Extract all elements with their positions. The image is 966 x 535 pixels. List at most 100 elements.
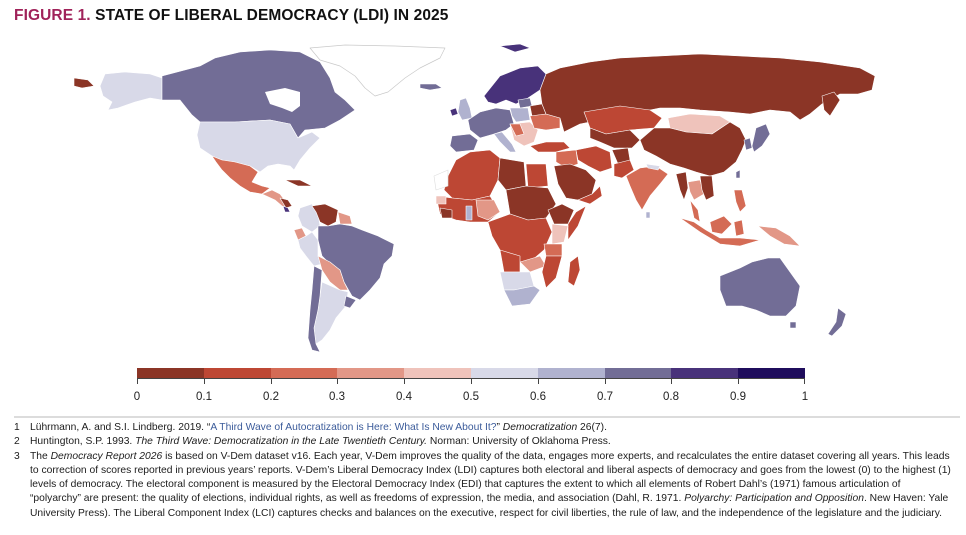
region-papua — [757, 225, 801, 247]
footnote-text: ” — [496, 422, 503, 433]
region-indonesia — [679, 217, 761, 247]
footnote-2: 2 Huntington, S.P. 1993. The Third Wave:… — [14, 435, 954, 449]
legend-tick — [471, 378, 472, 384]
legend-tick — [538, 378, 539, 384]
footnote-report-title: Democracy Report 2026 — [50, 450, 163, 462]
legend-tick-label: 0.8 — [663, 391, 679, 403]
region-iberia — [449, 133, 479, 153]
footnote-link[interactable]: A Third Wave of Autocratization is Here:… — [210, 422, 497, 433]
region-mozambique — [541, 255, 563, 289]
legend-swatch — [604, 368, 672, 378]
region-kazakhstan — [583, 105, 663, 135]
region-indochina — [699, 175, 715, 201]
footnote-divider — [14, 416, 960, 418]
region-alaska — [99, 71, 163, 111]
region-turkey — [529, 141, 571, 153]
region-sulawesi — [733, 219, 745, 237]
legend-tick-label: 0 — [133, 391, 141, 403]
legend-tick-label: 1 — [801, 391, 809, 403]
region-canada — [161, 49, 356, 139]
region-nicaragua — [279, 197, 293, 209]
region-nigeria — [475, 199, 501, 221]
region-borneo — [709, 215, 733, 235]
region-somalia — [567, 205, 587, 241]
figure-title-text: STATE OF LIBERAL DEMOCRACY (LDI) IN 2025 — [95, 7, 449, 24]
region-new-zealand — [827, 307, 847, 337]
region-kenya — [551, 223, 569, 245]
legend-tick — [671, 378, 672, 384]
legend-tick — [804, 378, 805, 384]
region-malaysia — [689, 199, 701, 223]
region-thailand — [687, 179, 705, 201]
figure-title: FIGURE 1. STATE OF LIBERAL DEMOCRACY (LD… — [14, 7, 448, 25]
footnote-book-title: The Third Wave: Democratization in the L… — [135, 436, 428, 448]
footnote-number: 3 — [14, 450, 20, 462]
region-kamchatka — [821, 91, 841, 117]
footnote-1: 1 Lührmann, A. and S.I. Lindberg. 2019. … — [14, 421, 954, 435]
region-svalbard — [499, 43, 531, 53]
region-tanzania — [543, 243, 563, 257]
hudson-bay — [265, 88, 300, 112]
figure-label: FIGURE 1. — [14, 7, 91, 24]
region-north-africa — [443, 149, 501, 201]
legend-tick — [204, 378, 205, 384]
legend-tick — [738, 378, 739, 384]
legend-swatch — [738, 368, 805, 378]
footnote-3: 3 The Democracy Report 2026 is based on … — [14, 450, 954, 521]
legend-tick — [337, 378, 338, 384]
region-senegal — [435, 195, 447, 205]
region-yemen-oman — [577, 185, 603, 205]
region-sri-lanka — [645, 211, 651, 219]
region-greenland — [309, 44, 446, 97]
region-pakistan — [613, 159, 635, 179]
region-taiwan — [735, 169, 741, 179]
region-myanmar — [675, 171, 689, 201]
footnote-text: is based on V-Dem dataset v16. Each year… — [30, 450, 951, 505]
footnote-text: The — [30, 450, 51, 462]
color-legend: 0 0.1 0.2 0.3 0.4 0.5 0.6 0.7 0.8 0.9 1 — [133, 368, 809, 408]
region-western-sahara — [433, 169, 449, 191]
region-iran — [575, 145, 613, 173]
region-bolivia — [317, 255, 349, 291]
legend-swatch — [470, 368, 538, 378]
footnote-journal: Democratization — [502, 422, 578, 433]
region-china — [639, 121, 747, 177]
world-choropleth-map — [73, 43, 876, 353]
region-poland — [509, 107, 531, 123]
legend-tick-label: 0.1 — [196, 391, 212, 403]
region-nordic-countries — [483, 65, 547, 105]
region-central-asia — [589, 127, 641, 149]
footnotes: 1 Lührmann, A. and S.I. Lindberg. 2019. … — [14, 421, 954, 521]
region-australia — [719, 257, 801, 317]
legend-tick — [404, 378, 405, 384]
region-cuba — [284, 179, 313, 187]
legend-swatch — [203, 368, 271, 378]
legend-tick — [271, 378, 272, 384]
legend-swatch — [337, 368, 405, 378]
legend-tick-label: 0.2 — [263, 391, 279, 403]
region-central-africa — [487, 213, 553, 263]
region-hungary-serbia — [509, 123, 525, 137]
region-libya — [497, 157, 527, 191]
region-ethiopia — [547, 203, 575, 225]
legend-tick-label: 0.6 — [530, 391, 546, 403]
footnote-text: Norman: University of Oklahoma Press. — [427, 436, 611, 448]
region-guinea — [439, 207, 453, 219]
legend-tick-label: 0.5 — [463, 391, 479, 403]
footnote-text: Lührmann, A. and S.I. Lindberg. 2019. “ — [30, 422, 211, 433]
legend-tick-label: 0.3 — [329, 391, 345, 403]
footnote-text: Huntington, S.P. 1993. — [30, 436, 136, 448]
region-japan — [751, 123, 771, 153]
legend-swatch — [270, 368, 338, 378]
region-saudi-arabia — [553, 163, 597, 201]
region-ireland — [449, 107, 459, 117]
legend-color-bar — [137, 368, 805, 378]
legend-tick — [137, 378, 138, 384]
legend-swatch — [404, 368, 471, 378]
region-egypt — [525, 163, 549, 189]
legend-tick — [605, 378, 606, 384]
legend-tick-label: 0.4 — [396, 391, 412, 403]
region-united-kingdom — [457, 97, 473, 121]
region-mexico — [211, 155, 271, 195]
region-iceland — [419, 83, 443, 91]
